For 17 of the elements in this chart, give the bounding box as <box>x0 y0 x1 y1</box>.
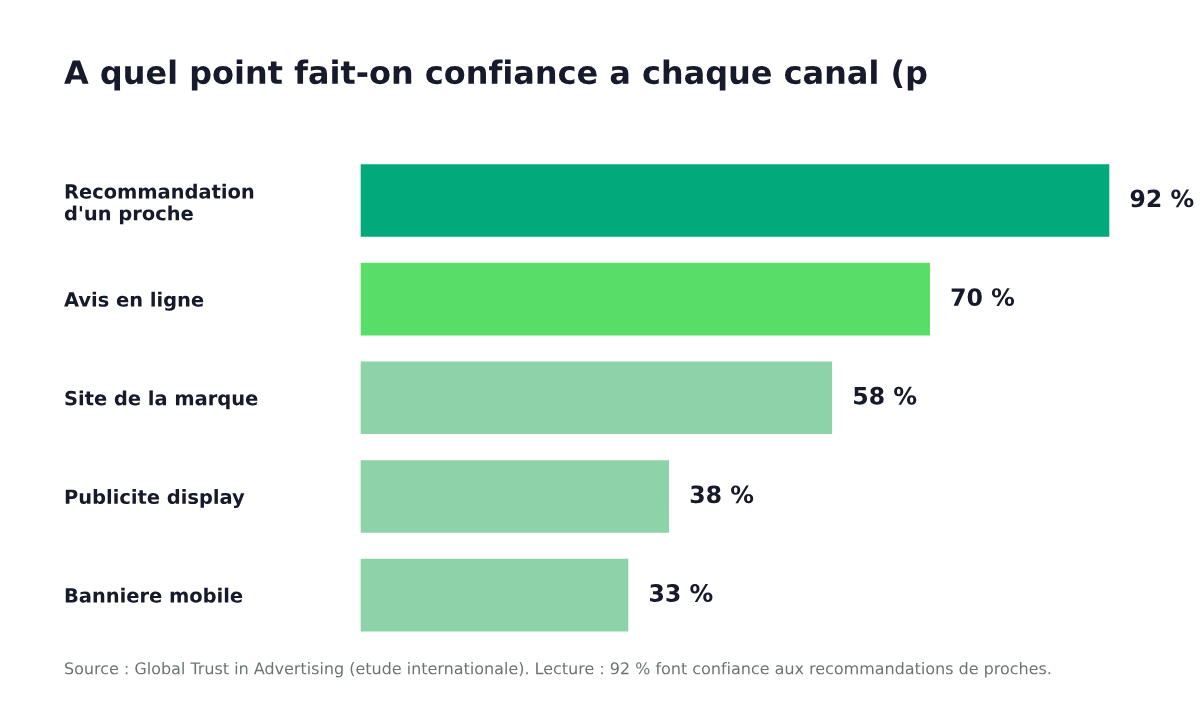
y-tick-label: Site de la marque <box>65 390 258 410</box>
bar <box>360 360 834 436</box>
y-tick-label: Banniere mobile <box>65 587 243 603</box>
data-label: 33 % <box>650 584 713 602</box>
bar <box>360 557 630 633</box>
data-label: 92 % <box>1130 189 1194 208</box>
source-note: Source : Global Trust in Advertising (etude internationale). Lecture : 92 % font confiance aux recommandations de proches. <box>65 662 1051 678</box>
bar <box>360 261 932 337</box>
y-tick-label: Publicite display <box>65 489 245 509</box>
chart-title: A quel point fait-on confiance a chaque canal (p <box>64 59 927 91</box>
data-label: 70 % <box>951 288 1015 307</box>
bar <box>360 458 671 535</box>
bar <box>360 162 1110 239</box>
data-label: 38 % <box>690 485 754 504</box>
y-tick-label: Recommandation d'un proche <box>64 183 254 225</box>
data-label: 58 % <box>854 386 917 405</box>
y-tick-label: Avis en ligne <box>64 291 204 311</box>
